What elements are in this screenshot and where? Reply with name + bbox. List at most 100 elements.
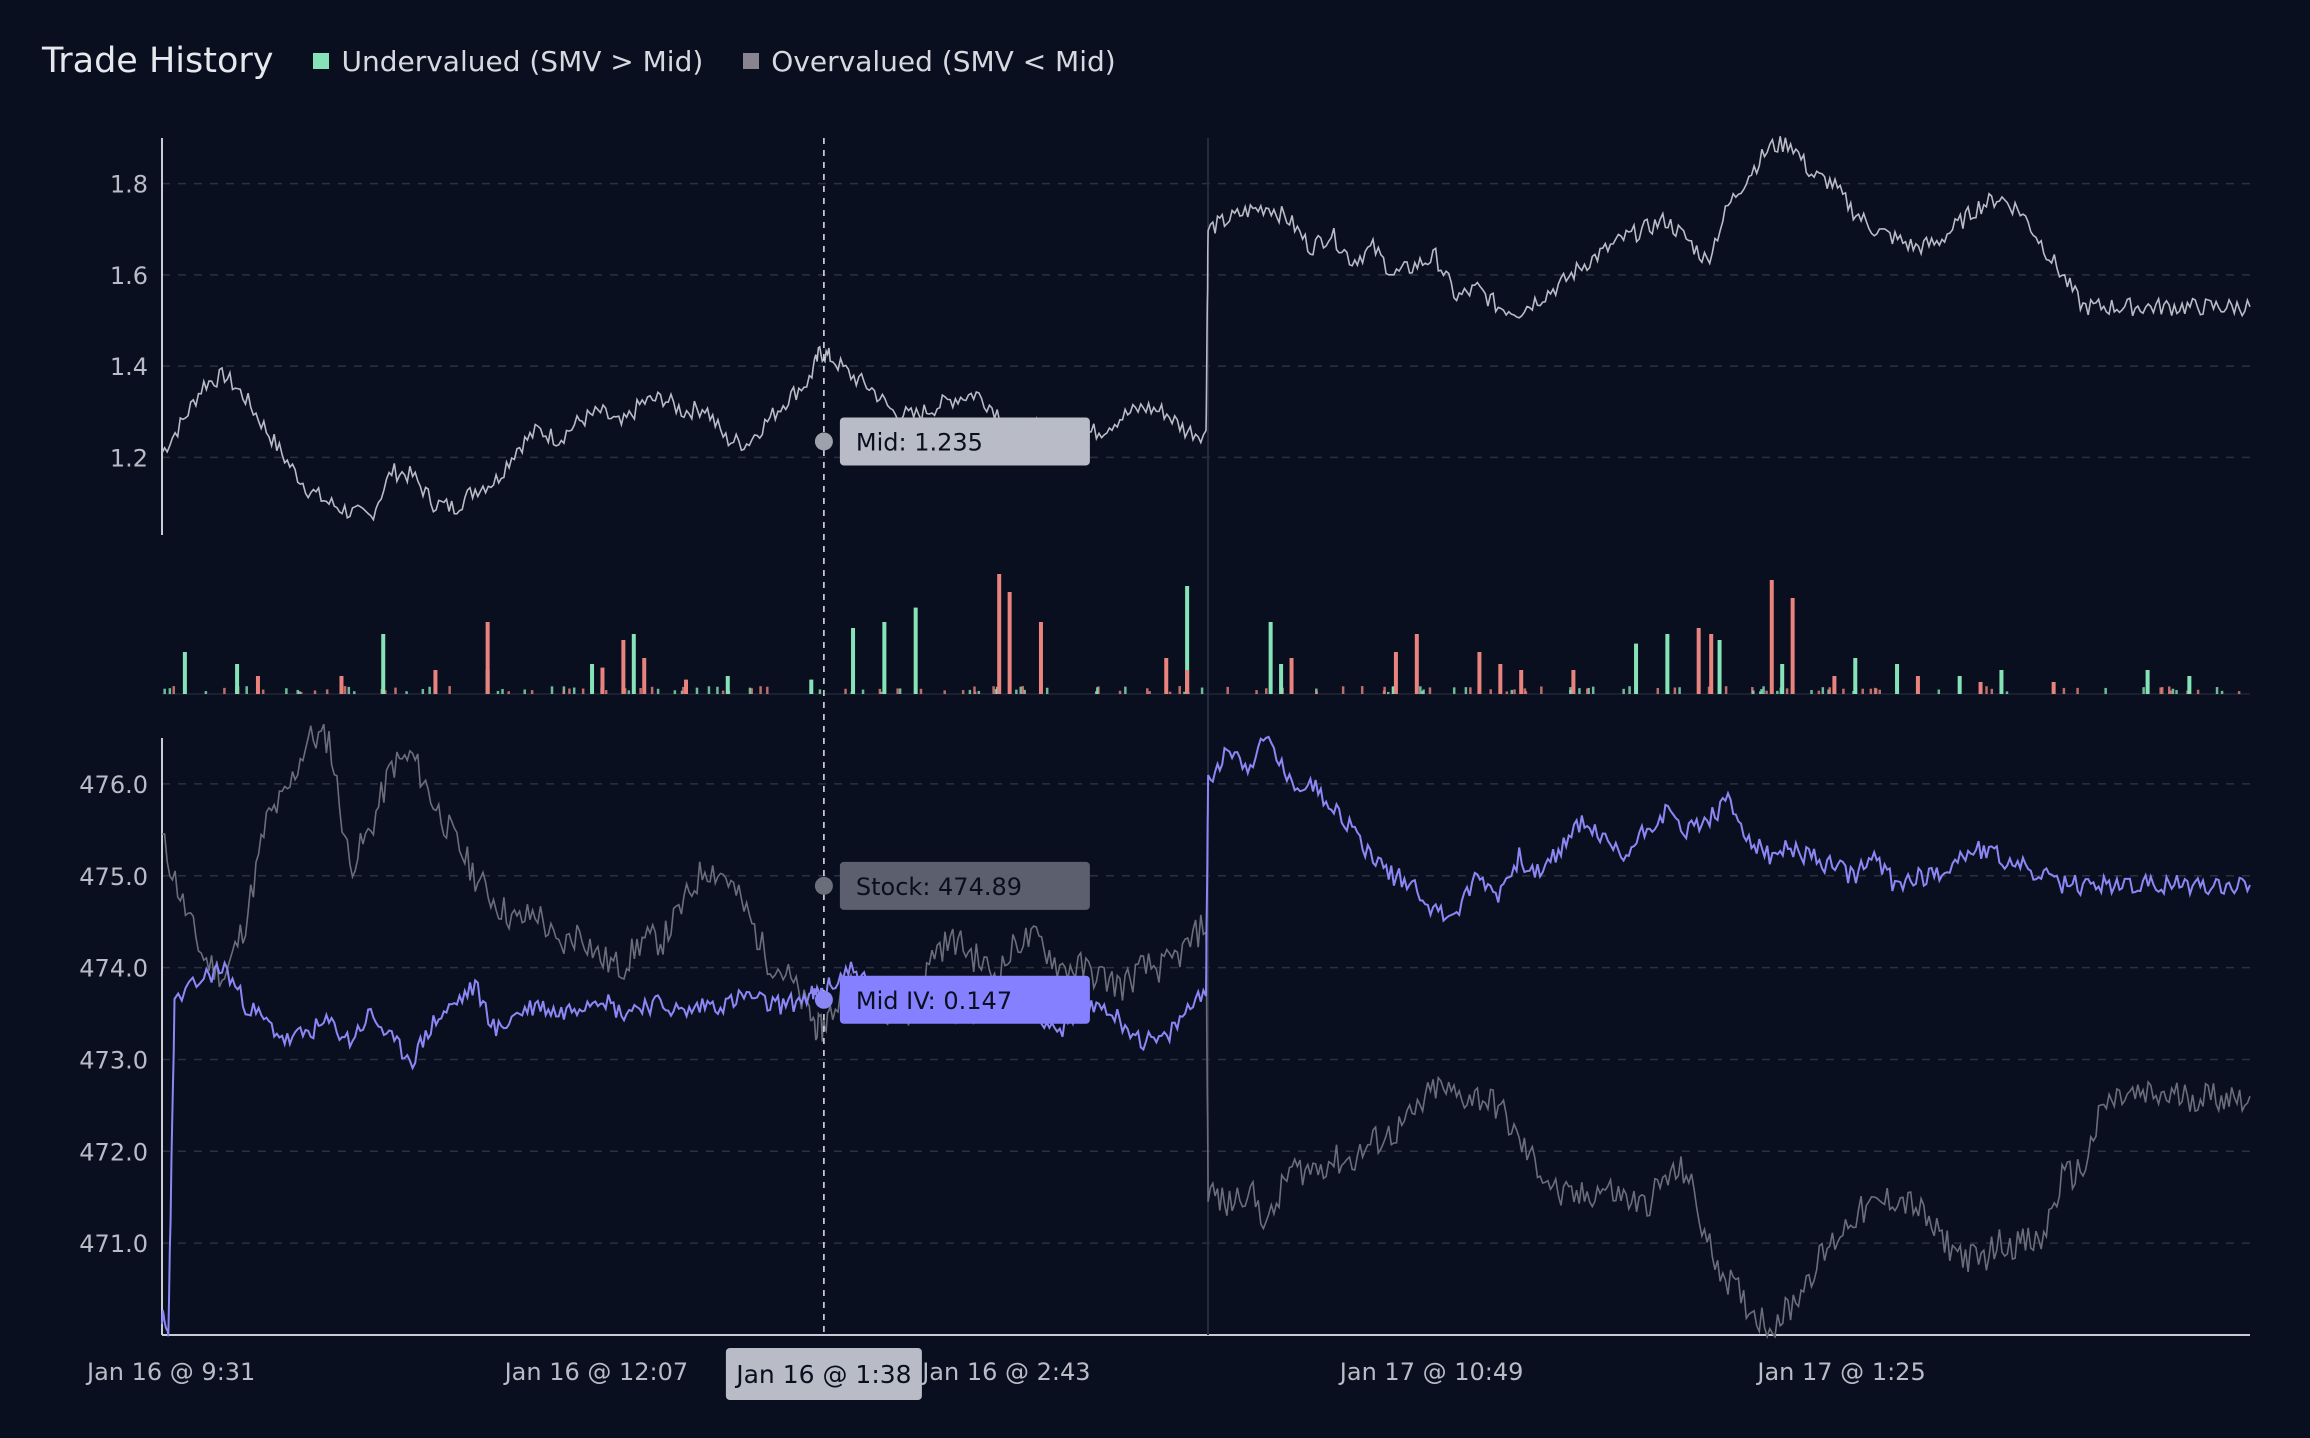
undervalued-volume-bar — [725, 676, 730, 694]
volume-tick — [1869, 688, 1873, 694]
volume-tick — [562, 690, 565, 694]
legend-item-undervalued[interactable]: Undervalued (SMV > Mid) — [313, 45, 703, 78]
volume-tick — [1821, 687, 1825, 694]
volume-tick — [1937, 689, 1941, 694]
volume-tick — [844, 688, 847, 694]
volume-tick — [721, 690, 725, 694]
volume-tick — [448, 686, 451, 694]
volume-tick — [2169, 690, 2172, 694]
volume-tick — [627, 690, 631, 694]
volume-tick — [1146, 688, 1149, 694]
volume-tick — [572, 687, 576, 694]
volume-tick — [313, 690, 317, 694]
volume-tick — [1673, 687, 1677, 694]
volume-tick — [766, 686, 769, 694]
volume-tick — [2175, 690, 2178, 694]
volume-tick — [1513, 689, 1516, 694]
volume-tick — [1540, 686, 1543, 694]
volume-tick — [1678, 687, 1681, 694]
overvalued-volume-bar — [1498, 664, 1503, 694]
volume-tick — [1360, 686, 1364, 694]
volume-tick — [943, 690, 946, 694]
volume-tick — [421, 689, 425, 694]
volume-tick — [1873, 687, 1877, 694]
volume-tick — [1464, 687, 1468, 694]
volume-tick — [394, 687, 397, 694]
volume-tick — [1622, 688, 1625, 694]
overvalued-volume-bar — [1696, 628, 1701, 694]
volume-tick — [919, 688, 923, 694]
volume-tick — [1724, 686, 1728, 694]
volume-tick — [2161, 687, 2164, 694]
overvalued-volume-bar — [1289, 658, 1294, 694]
volume-tick — [1341, 686, 1345, 694]
volume-tick — [977, 690, 981, 694]
volume-tick — [1656, 687, 1660, 694]
volume-tick — [1382, 690, 1386, 694]
undervalued-volume-bar — [381, 634, 386, 694]
volume-tick — [2104, 687, 2107, 694]
iv-cursor-dot — [814, 990, 833, 1009]
volume-tick — [995, 686, 999, 694]
overvalued-swatch — [743, 53, 760, 69]
volume-tick — [1785, 688, 1789, 694]
x-tick-label: Jan 17 @ 1:25 — [1755, 1358, 1925, 1386]
volume-tick — [1765, 690, 1768, 694]
undervalued-volume-bar — [1185, 586, 1190, 694]
overvalued-volume-bar — [1164, 658, 1169, 694]
overvalued-volume-bar — [600, 667, 605, 694]
legend-item-overvalued[interactable]: Overvalued (SMV < Mid) — [743, 45, 1116, 78]
volume-tick — [501, 688, 504, 694]
undervalued-volume-bar — [1780, 664, 1785, 694]
volume-tick — [2159, 687, 2162, 694]
volume-tick — [1817, 690, 1821, 694]
volume-tick — [405, 691, 408, 694]
volume-tick — [2171, 688, 2175, 694]
volume-tick — [496, 690, 500, 694]
stock-tooltip-label: Stock: 474.89 — [856, 873, 1022, 901]
overvalued-volume-bar — [642, 658, 647, 694]
volume-tick — [1985, 686, 1988, 694]
overvalued-volume-bar — [255, 676, 260, 694]
volume-tick — [639, 687, 642, 694]
lower-y-tick-label: 473.0 — [79, 1046, 148, 1074]
volume-tick — [1489, 689, 1492, 694]
volume-tick — [1569, 689, 1572, 694]
volume-tick — [1045, 687, 1049, 694]
undervalued-volume-bar — [809, 679, 814, 694]
volume-tick — [2062, 687, 2066, 694]
volume-tick — [1586, 688, 1589, 694]
volume-tick — [750, 688, 753, 694]
volume-tick — [1990, 688, 1994, 694]
legend-label-undervalued: Undervalued (SMV > Mid) — [341, 44, 704, 78]
overvalued-volume-bar — [1769, 580, 1774, 694]
volume-tick — [968, 689, 972, 694]
mid-cursor-dot — [814, 432, 833, 451]
undervalued-volume-bar — [2187, 676, 2192, 694]
volume-tick — [1760, 689, 1763, 694]
volume-tick — [973, 686, 976, 694]
volume-tick — [298, 691, 301, 694]
volume-tick — [245, 686, 248, 694]
mid-y-tick-label: 1.8 — [110, 171, 148, 199]
overvalued-volume-bar — [621, 640, 626, 694]
volume-tick — [285, 688, 288, 694]
lower-y-tick-label: 471.0 — [79, 1230, 148, 1258]
volume-tick — [1878, 689, 1882, 694]
volume-tick — [818, 689, 822, 694]
volume-tick — [2076, 687, 2079, 694]
volume-tick — [1096, 687, 1099, 694]
volume-tick — [961, 690, 965, 694]
volume-tick — [1383, 686, 1386, 694]
volume-tick — [1452, 687, 1456, 694]
mid-tooltip-box — [839, 417, 1090, 466]
volume-tick — [562, 686, 566, 694]
volume-tick — [1387, 691, 1390, 694]
overvalued-volume-bar — [1978, 682, 1983, 694]
volume-tick — [581, 688, 585, 694]
volume-tick — [2167, 686, 2171, 694]
cursor-label-box — [725, 1348, 922, 1400]
undervalued-volume-bar — [1717, 640, 1722, 694]
volume-tick — [673, 690, 677, 694]
